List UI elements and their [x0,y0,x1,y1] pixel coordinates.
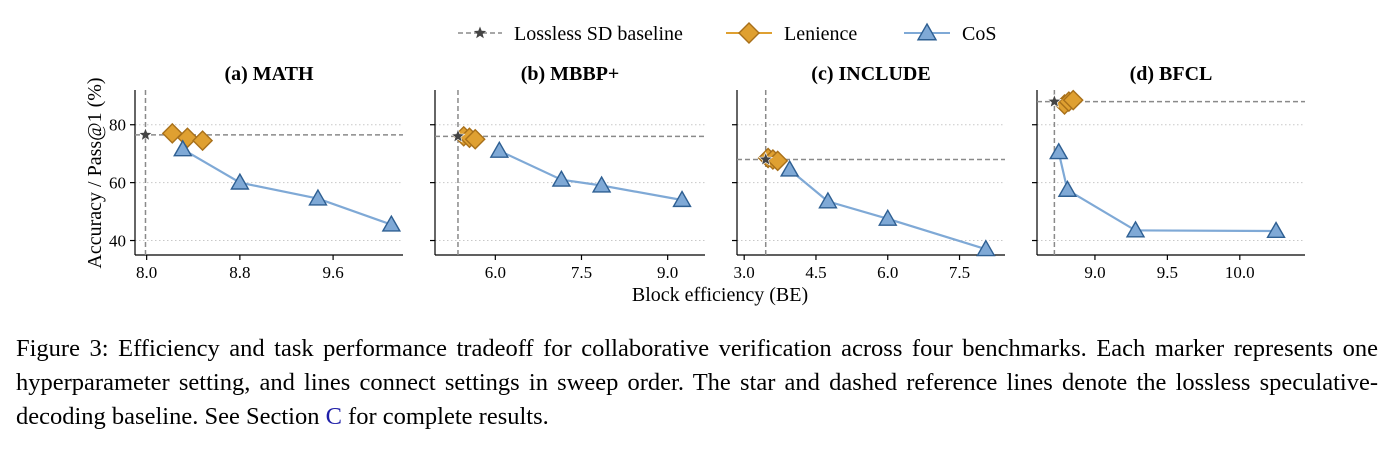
x-tick-label: 9.5 [1157,263,1178,282]
x-tick-label: 4.5 [805,263,826,282]
legend: Lossless SD baseline Lenience CoS [458,22,996,45]
legend-label: CoS [962,23,996,45]
cos-point [551,169,572,187]
x-tick-label: 6.0 [877,263,898,282]
chart-panel: (a) MATH 40 60 80 8.0 8.8 9.6 [109,63,403,282]
figure-canvas: Lossless SD baseline Lenience CoS (a) MATH… [84,22,1305,306]
x-tick-label: 6.0 [485,263,506,282]
cos-series-line [182,148,392,226]
x-tick-label: 9.6 [322,263,343,282]
baseline-star-point [138,127,153,142]
x-axis-label: Block efficiency (BE) [632,284,808,306]
x-tick-label: 9.0 [657,263,678,282]
y-axis-label: Accuracy / Pass@1 (%) [84,77,106,268]
cos-point [976,239,996,257]
legend-label: Lossless SD baseline [514,23,683,45]
cos-point [381,214,402,232]
figure-caption: Figure 3: Efficiency and task performanc… [16,332,1378,434]
legend-label: Lenience [784,23,857,45]
section-ref-link[interactable]: C [325,403,342,430]
cos-point [489,140,510,158]
legend-triangle-marker [916,22,938,41]
cos-point [1266,221,1286,239]
x-tick-label: 9.0 [1084,263,1105,282]
cos-point [878,208,898,226]
baseline-star-point [450,128,466,143]
cos-series-line [788,168,987,251]
x-tick-label: 8.8 [229,263,250,282]
y-tick-label: 80 [109,116,126,135]
x-tick-label: 3.0 [734,263,755,282]
chart-panel: (c) INCLUDE 3.0 4.5 6.0 7.5 [732,63,1005,282]
cos-point [818,191,838,209]
chart-panel: (d) BFCL 9.0 9.5 10.0 [1032,63,1305,282]
baseline-star-point [758,151,774,166]
lenience-point [192,130,214,152]
lenience-point [1062,89,1084,111]
baseline-star-point [1046,93,1062,108]
y-tick-label: 40 [109,232,126,251]
cos-point [1057,179,1078,197]
panel-title: (b) MBBP+ [521,63,620,85]
cos-point [230,172,250,190]
x-tick-label: 8.0 [136,263,157,282]
cos-series-line [498,149,683,202]
caption-text-end: for complete results. [341,403,549,430]
lenience-point [161,122,183,144]
cos-point [1049,142,1069,160]
panel-title: (a) MATH [224,63,313,85]
cos-point [308,188,328,206]
legend-diamond-marker [738,22,760,44]
panel-title: (c) INCLUDE [811,63,930,85]
x-tick-label: 10.0 [1225,263,1255,282]
x-tick-label: 7.5 [949,263,970,282]
cos-series-line [1057,151,1277,233]
cos-point [779,159,800,177]
cos-point [173,139,193,157]
cos-point [672,190,692,208]
y-tick-label: 60 [109,174,126,193]
caption-text: Figure 3: Efficiency and task performanc… [16,335,1378,430]
chart-panels: (a) MATH 40 60 80 8.0 8.8 9.6 (b) MBBP+ 6.0 7.5 9.… [109,63,1305,282]
legend-star-marker [473,26,487,39]
panel-title: (d) BFCL [1130,63,1213,85]
chart-panel: (b) MBBP+ 6.0 7.5 9.0 [430,63,705,282]
cos-point [591,175,612,193]
x-tick-label: 7.5 [571,263,592,282]
cos-point [1125,220,1146,238]
lenience-point [464,128,486,150]
